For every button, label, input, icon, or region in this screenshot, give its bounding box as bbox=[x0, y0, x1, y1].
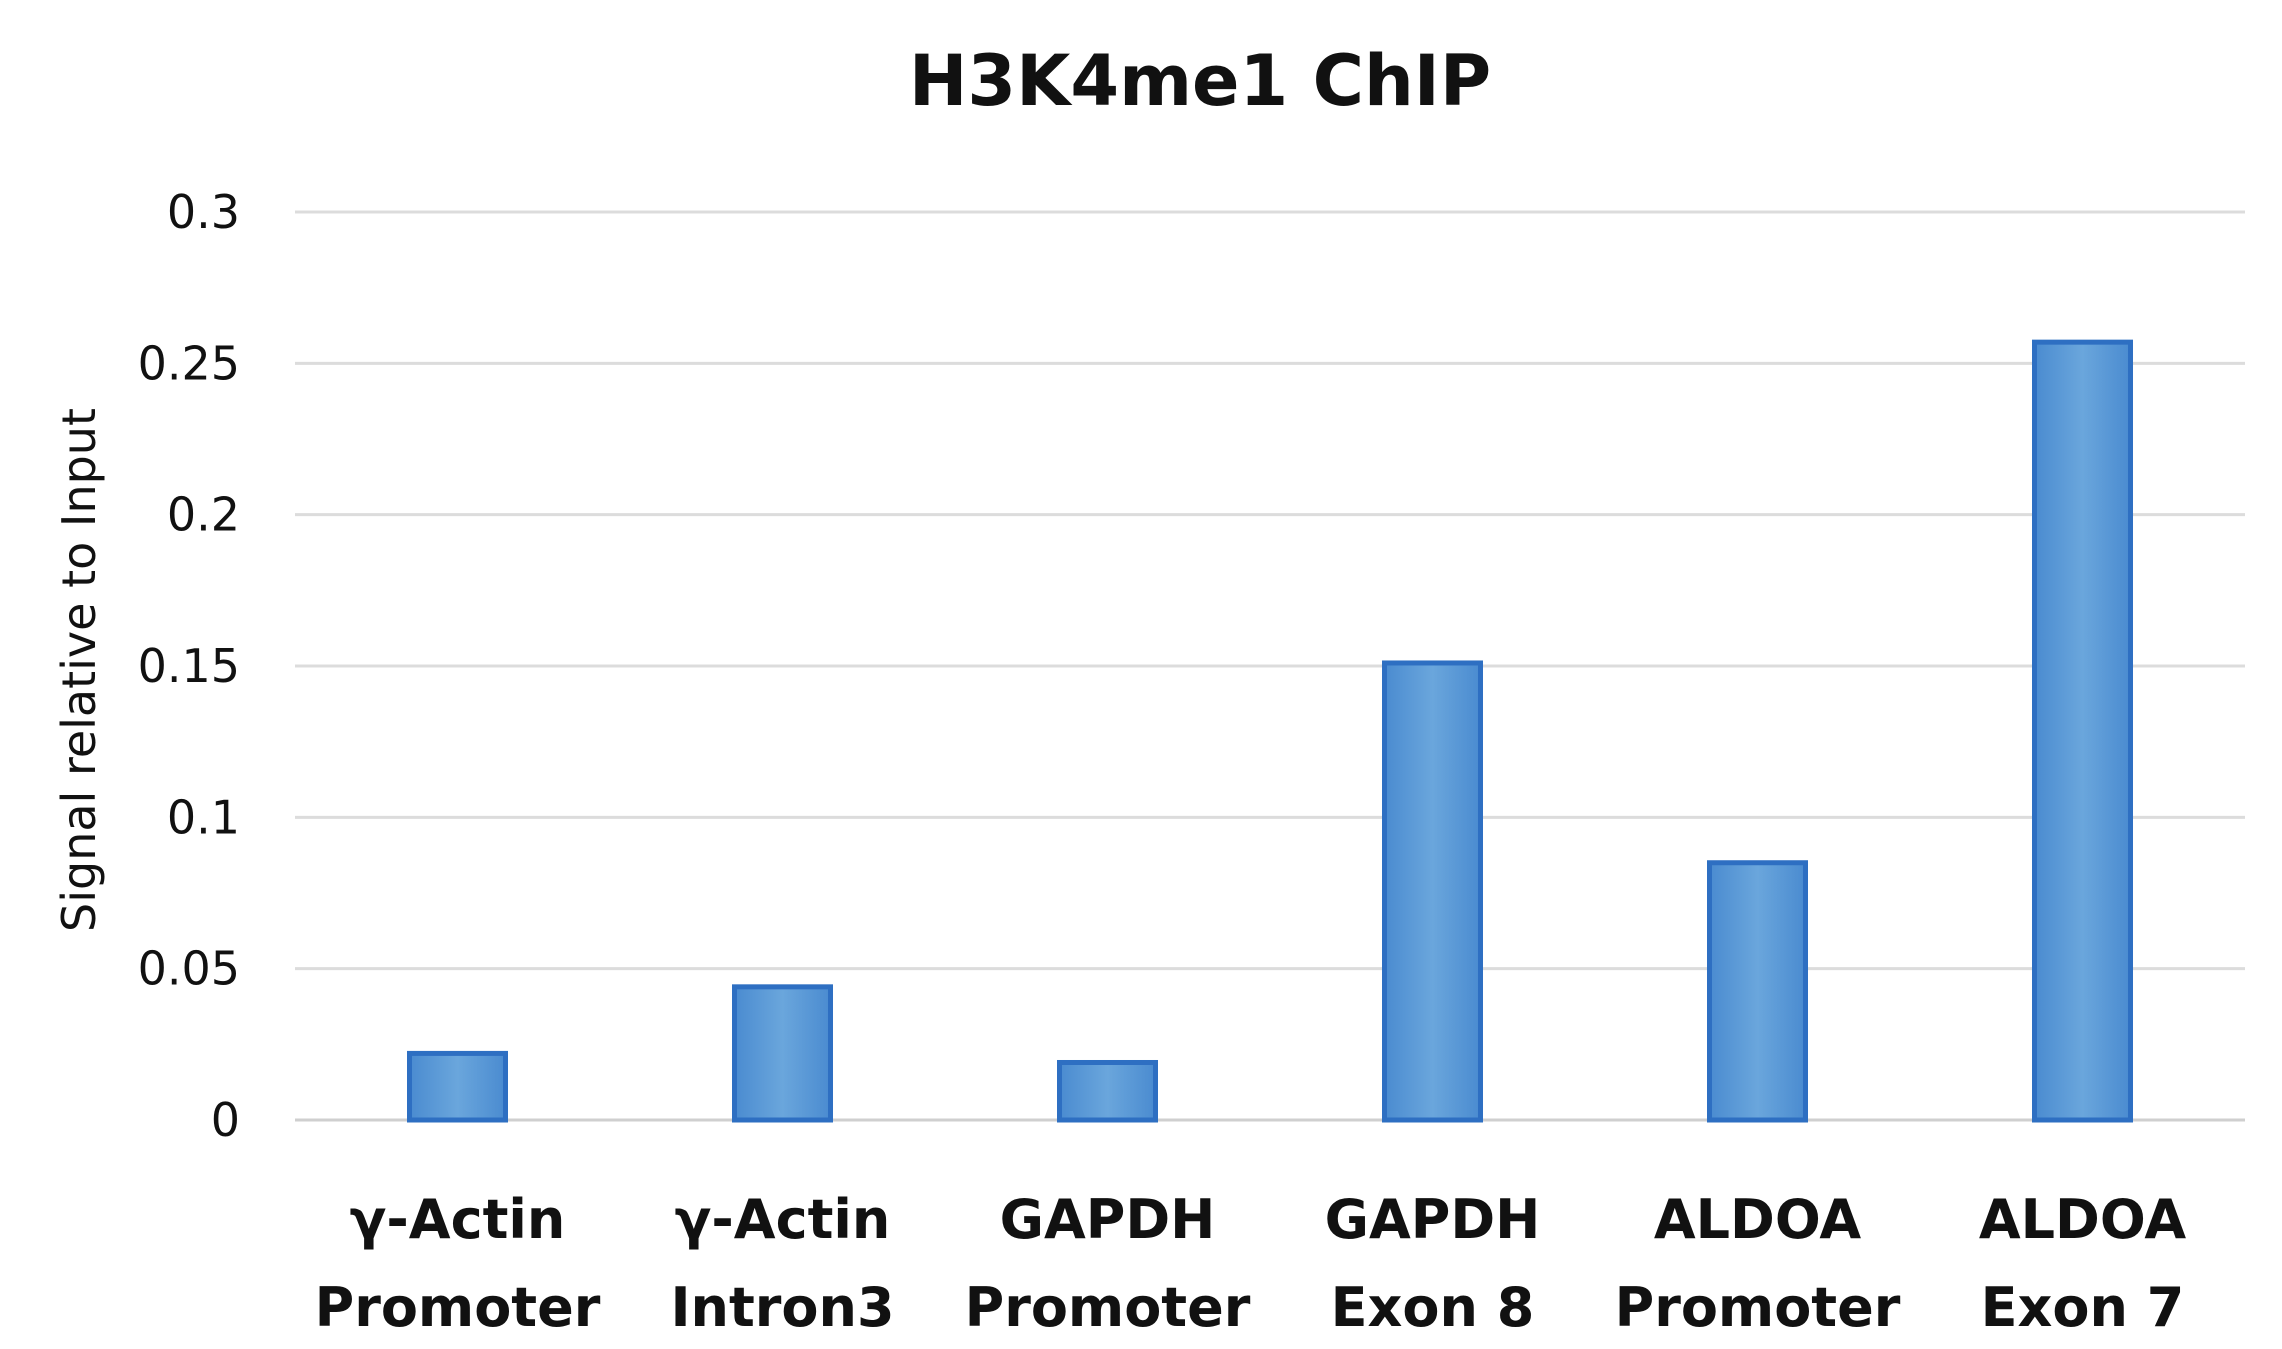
bar bbox=[1057, 1059, 1158, 1123]
chart-title: H3K4me1 ChIP bbox=[909, 40, 1491, 122]
bar bbox=[2032, 339, 2133, 1123]
gridlines bbox=[295, 210, 2245, 1122]
y-axis-label: Signal relative to Input bbox=[52, 408, 106, 932]
x-tick-label: Promoter bbox=[315, 1276, 601, 1339]
y-tick-label: 0.3 bbox=[167, 185, 240, 239]
x-tick-label: GAPDH bbox=[1000, 1188, 1216, 1251]
y-axis-ticks: 0 0.05 0.1 0.15 0.2 0.25 0.3 bbox=[138, 185, 240, 1147]
x-tick-label: GAPDH bbox=[1325, 1188, 1541, 1251]
bar bbox=[1707, 860, 1808, 1123]
x-tick-label: Exon 7 bbox=[1981, 1276, 2185, 1339]
x-tick-label: γ-Actin bbox=[350, 1188, 566, 1251]
x-axis-ticks: γ-Actin Promoter γ-Actin Intron3 GAPDH Promot… bbox=[315, 1188, 2187, 1339]
x-tick-label: Exon 8 bbox=[1331, 1276, 1535, 1339]
bar bbox=[407, 1050, 508, 1123]
x-tick-label: Promoter bbox=[1615, 1276, 1901, 1339]
y-tick-label: 0.15 bbox=[138, 639, 240, 693]
x-tick-label: Intron3 bbox=[670, 1276, 894, 1339]
y-tick-label: 0.2 bbox=[167, 488, 240, 542]
x-tick-label: γ-Actin bbox=[675, 1188, 891, 1251]
y-tick-label: 0.05 bbox=[138, 942, 240, 996]
bar bbox=[1382, 660, 1483, 1123]
y-tick-label: 0 bbox=[211, 1093, 240, 1147]
y-tick-label: 0.25 bbox=[138, 336, 240, 390]
x-tick-label: ALDOA bbox=[1654, 1188, 1861, 1251]
y-tick-label: 0.1 bbox=[167, 790, 240, 844]
x-tick-label: ALDOA bbox=[1979, 1188, 2186, 1251]
bars bbox=[407, 339, 2133, 1123]
bar bbox=[732, 984, 833, 1123]
x-tick-label: Promoter bbox=[965, 1276, 1251, 1339]
